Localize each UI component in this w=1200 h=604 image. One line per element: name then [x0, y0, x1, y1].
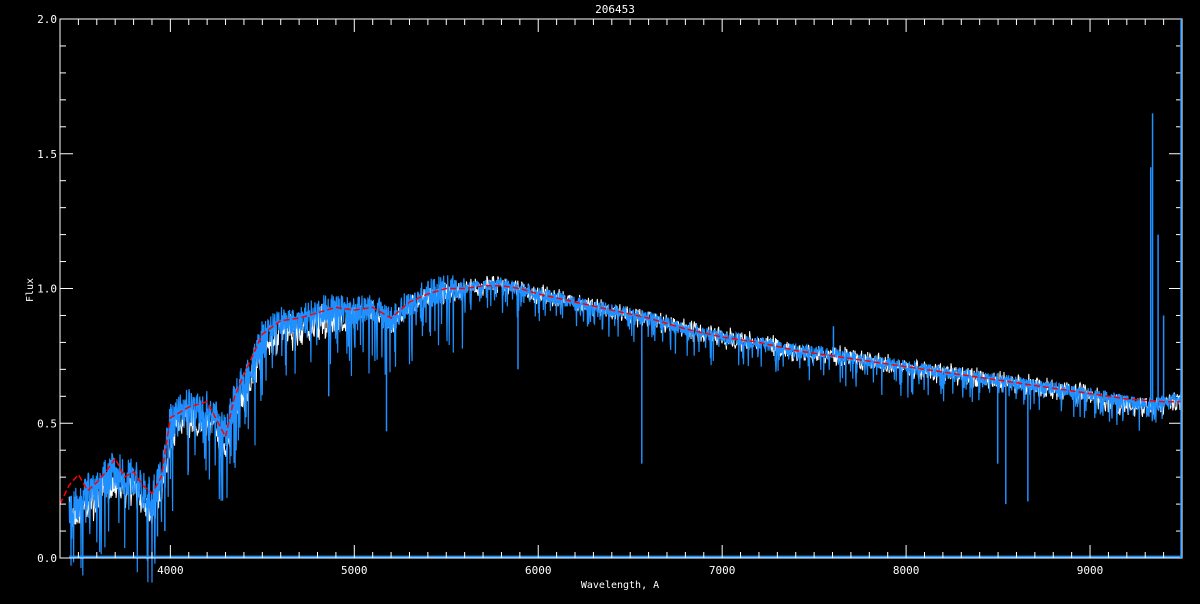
y-tick-label: 1.5 — [37, 148, 57, 161]
y-tick-label: 0.5 — [37, 417, 57, 430]
x-tick-label: 4000 — [157, 564, 184, 577]
x-tick-label: 7000 — [709, 564, 736, 577]
x-tick-label: 9000 — [1077, 564, 1104, 577]
observed-series-line — [68, 275, 1183, 583]
y-tick-label: 2.0 — [37, 13, 57, 26]
y-axis-label: Flux — [25, 278, 36, 302]
chart-title: 206453 — [595, 3, 635, 16]
y-tick-label: 1.0 — [37, 283, 57, 296]
plot-frame — [59, 18, 1183, 559]
x-tick-label: 8000 — [893, 564, 920, 577]
x-axis-label: Wavelength, A — [581, 580, 659, 591]
y-tick-label: 0.0 — [37, 552, 57, 565]
axes-layer: 4000 5000 6000 7000 8000 9000 0.0 0.5 1.0 1.5 2.0 — [37, 13, 1183, 577]
x-tick-label: 6000 — [525, 564, 552, 577]
x-tick-label: 5000 — [341, 564, 368, 577]
model-series-line — [59, 285, 1182, 505]
data-layer — [59, 113, 1183, 583]
